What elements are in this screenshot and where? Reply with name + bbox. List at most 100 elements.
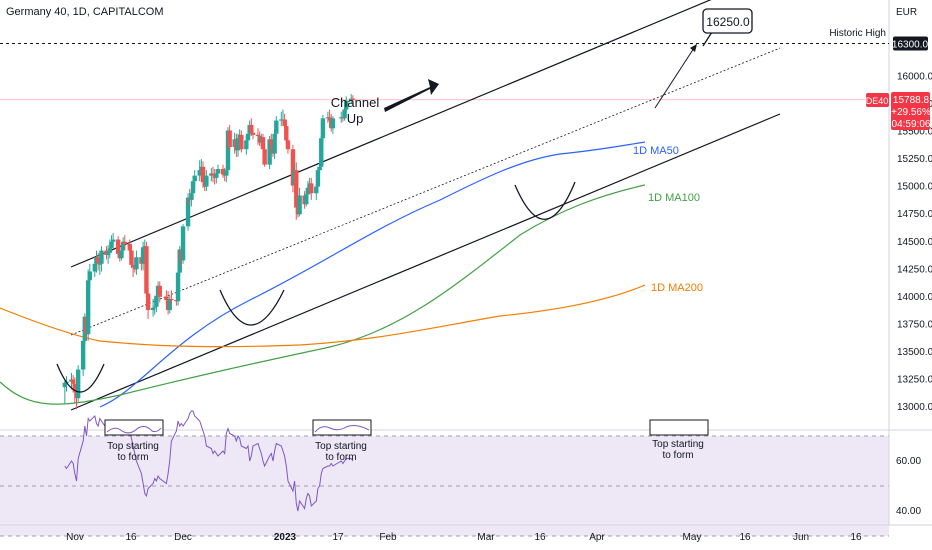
channel-label-line1: Channel [331,95,380,110]
price-tick-label: 14250.0 [897,264,932,275]
change-pct-value: +29.56% [891,107,931,118]
price-tick-label: 14000.0 [897,292,932,303]
channel-upper-line [70,0,712,268]
channel-mid-line [70,47,781,336]
candle-body [87,271,93,281]
rsi-tick-label: 40.00 [896,506,921,517]
channel-lower-line [70,113,781,411]
ma50-line [99,141,646,408]
time-tick-label: Mar [477,532,495,543]
price-tick-label: 14500.0 [897,237,932,248]
candle-body [95,257,101,264]
target-box-label: 16250.0 [706,15,750,29]
candle-body [239,134,244,150]
candle-body [244,140,249,150]
cup-arc-1 [56,363,105,393]
candle-body [260,137,266,150]
time-tick-label: 16 [534,532,546,543]
price-tick-label: 13500.0 [897,347,932,358]
candle-body [304,194,309,205]
candle-body [314,186,319,194]
time-tick-label: Apr [589,532,605,543]
chart-title: Germany 40, 1D, CAPITALCOM [6,6,164,18]
candle-body [107,248,112,253]
top-label-2-line2: to form [325,452,356,463]
candle-body [330,118,336,129]
time-tick-label: Feb [379,532,397,543]
candle-body [185,197,191,227]
candle-body [225,130,231,171]
candle-body [192,175,197,182]
symbol-badge [866,93,889,107]
time-tick-label: Dec [174,532,192,543]
time-tick-label: 16 [850,532,862,543]
candle-body [282,119,287,127]
candle-body [290,149,296,186]
time-tick-label: 17 [332,532,344,543]
price-tick-label: 13250.0 [897,374,932,385]
candle-body [110,239,116,242]
currency-label: EUR [896,7,918,18]
candle-body [249,124,254,133]
candle-body [319,138,324,167]
candle-body [177,249,182,273]
candle-body [200,166,206,183]
candle-body [267,139,272,165]
candle-body [140,247,146,264]
candle-body [115,239,121,254]
target-box [702,8,753,34]
candle-body [204,175,209,187]
candle-body [344,100,349,110]
candle-body [152,306,157,308]
top-box-3 [649,419,709,436]
candle-body [327,117,332,121]
candle-body [167,299,172,311]
candle-body [342,109,347,119]
candles-group [62,94,356,410]
candle-body [220,169,226,175]
price-tick-label: 15500.0 [897,127,932,138]
candle-body [245,133,251,141]
candle-body [70,379,76,384]
candle-body [175,272,181,302]
candle-body [210,173,216,176]
candle-body [154,295,159,307]
candle-body [235,138,241,151]
ma200-label: 1D MA200 [651,282,703,294]
candle-body [190,181,196,194]
top-label-3-line1: Top starting [652,439,704,450]
candle-body [150,307,156,311]
candle-body [274,120,279,134]
candle-body [224,170,229,176]
price-tick-label: 16000.0 [897,72,932,83]
candle-body [227,130,232,148]
candle-body [262,149,267,165]
target-arrow-head [690,44,697,52]
ma200-line [0,284,646,348]
historic-high-label: Historic High [829,28,886,39]
historic-high-badge-value: 16300.0 [892,39,929,50]
candle-body [97,263,103,265]
candle-body [80,340,86,370]
time-tick-label: Jun [793,532,809,543]
time-tick-label: May [683,532,702,543]
candle-body [305,187,311,195]
candle-body [250,132,256,135]
candle-body [169,299,174,301]
time-tick-label: 16 [125,532,137,543]
target-pointer [702,31,713,47]
candle-body [309,183,314,194]
price-tick-label: 14750.0 [897,209,932,220]
candle-body [320,118,326,139]
time-tick-label: 16 [739,532,751,543]
candle-body [214,173,219,178]
candle-body [62,382,68,388]
price-tick-label: 15000.0 [897,182,932,193]
channel-arrow [384,79,439,112]
candle-body [99,250,104,264]
candle-body [122,241,127,244]
candle-body [109,241,114,249]
candle-body [284,126,289,141]
